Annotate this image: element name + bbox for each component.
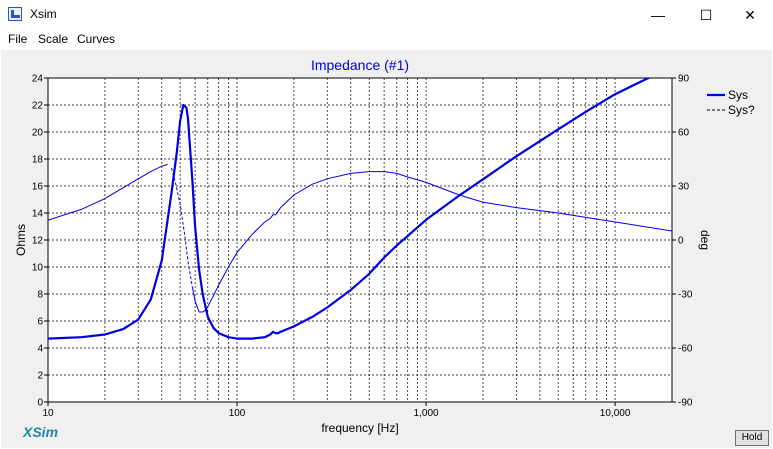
hold-button[interactable]: Hold <box>735 430 769 446</box>
y-tick-label: 12 <box>32 236 44 247</box>
y-tick-label: 22 <box>32 101 44 112</box>
y2-tick-label: -60 <box>678 344 693 355</box>
legend-label-sys2: Sys? <box>728 103 755 117</box>
y-tick-label: 0 <box>37 398 43 409</box>
title-bar: Xsim — ☐ ✕ <box>0 0 773 30</box>
y-tick-label: 20 <box>32 128 44 139</box>
x-tick-label: 10 <box>42 408 54 419</box>
y-tick-label: 10 <box>32 263 44 274</box>
y-tick-label: 8 <box>37 290 43 301</box>
series-sys2-line <box>48 163 168 221</box>
y2-tick-label: 60 <box>678 128 690 139</box>
y2-tick-label: 30 <box>678 182 690 193</box>
legend-label-sys: Sys <box>728 88 748 102</box>
x-tick-label: 1,000 <box>414 408 439 419</box>
y2-tick-label: -90 <box>678 398 693 409</box>
x-axis-label: frequency [Hz] <box>321 421 398 435</box>
series-sys-line <box>48 78 652 340</box>
maximize-icon[interactable]: ☐ <box>699 7 713 23</box>
x-tick-label: 10,000 <box>600 408 631 419</box>
window-title: Xsim <box>30 7 57 21</box>
chart-title: Impedance (#1) <box>311 57 409 73</box>
y-axis-label: Ohms <box>14 224 28 256</box>
y2-tick-label: -30 <box>678 290 693 301</box>
y-tick-label: 14 <box>32 209 44 220</box>
y2-tick-label: 90 <box>678 74 690 85</box>
series-sys2-dashed <box>171 167 193 287</box>
y2-axis-label: deg <box>698 230 712 250</box>
menu-file[interactable]: File <box>8 32 28 46</box>
chart-panel: Impedance (#1) 0 2 4 6 8 10 12 14 16 18 20 22 24 -90 -6… <box>1 50 772 448</box>
menu-scale[interactable]: Scale <box>38 32 69 46</box>
impedance-chart: Impedance (#1)024681012141618202224-90-6… <box>14 57 755 435</box>
x-tick-label: 100 <box>229 408 246 419</box>
y-tick-label: 2 <box>37 371 43 382</box>
menu-curves[interactable]: Curves <box>77 32 116 46</box>
y-tick-label: 18 <box>32 155 44 166</box>
y-tick-label: 4 <box>37 344 43 355</box>
y-tick-label: 24 <box>32 74 44 85</box>
y-tick-label: 6 <box>37 317 43 328</box>
xsim-logo: XSim <box>23 424 59 440</box>
menu-bar: File Scale Curves <box>0 30 773 50</box>
y-tick-label: 16 <box>32 182 44 193</box>
y2-tick-label: 0 <box>678 236 684 247</box>
minimize-icon[interactable]: — <box>651 7 665 23</box>
app-icon <box>8 7 22 21</box>
close-icon[interactable]: ✕ <box>744 7 756 23</box>
series-sys2-line <box>191 171 672 313</box>
